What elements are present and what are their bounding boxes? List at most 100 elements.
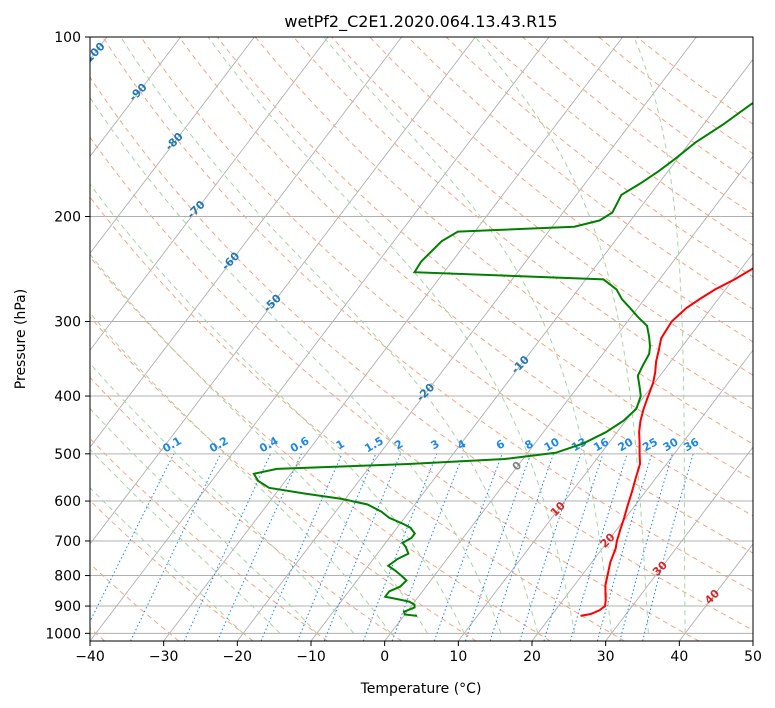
dry-adiabat-line <box>369 37 753 343</box>
moist-adiabat-line <box>90 407 318 634</box>
mixing-ratio-line <box>543 453 604 641</box>
y-tick-label: 900 <box>54 599 81 615</box>
x-tick-label: −30 <box>149 649 179 665</box>
isotherm-line <box>605 446 753 641</box>
x-tick-label: −10 <box>296 649 326 665</box>
dry-adiabat-line <box>90 316 477 641</box>
mixing-ratio-line <box>433 453 503 641</box>
moist-adiabat-line <box>90 253 428 634</box>
isotherm-line <box>163 37 624 641</box>
mixing-ratio-label: 0.2 <box>207 434 230 455</box>
dry-adiabat-line <box>102 37 753 592</box>
dry-adiabat-line <box>90 76 753 631</box>
chart-title: wetPf2_C2E1.2020.064.13.43.R15 <box>284 12 557 32</box>
x-tick-label: 10 <box>449 649 467 665</box>
sounding-traces <box>252 101 753 617</box>
dewpoint-trace <box>252 101 753 617</box>
dry-adiabat-label: -100 <box>79 40 108 69</box>
mixing-ratio-line <box>596 453 653 641</box>
x-tick-label: −40 <box>75 649 105 665</box>
dry-adiabat-line <box>636 37 753 125</box>
dry-adiabat-line <box>90 499 254 641</box>
y-tick-label: 600 <box>54 494 81 510</box>
y-tick-label: 100 <box>54 30 81 46</box>
dry-adiabat-label: -70 <box>185 198 208 221</box>
isotherm-line <box>90 37 403 448</box>
x-tick-label: 0 <box>380 649 389 665</box>
dry-adiabat-label: -80 <box>163 130 186 153</box>
isotherm-line <box>384 155 753 641</box>
x-axis-label: Temperature (°C) <box>360 681 482 697</box>
dry-adiabat-line <box>90 196 625 641</box>
y-tick-label: 200 <box>54 210 81 226</box>
y-tick-label: 1000 <box>45 626 81 642</box>
moist-adiabat-line <box>90 183 465 634</box>
isotherm-line <box>752 640 753 641</box>
dry-adiabat-label: -60 <box>219 249 242 272</box>
mixing-ratio-line <box>619 453 673 641</box>
mixing-ratio-line <box>260 453 343 641</box>
isotherm-line <box>90 37 255 255</box>
dry-adiabat-label: 10 <box>548 499 568 519</box>
mixing-ratio-label: 2 <box>392 437 405 452</box>
mixing-ratio-line <box>569 453 628 641</box>
mixing-ratio-label: 0.6 <box>288 434 312 455</box>
isotherm-line <box>90 37 329 351</box>
mixing-ratio-label: 4 <box>455 437 468 452</box>
mixing-ratio-label: 0.4 <box>257 434 281 455</box>
x-tick-label: 40 <box>670 649 688 665</box>
mixing-ratio-label: 30 <box>661 435 681 454</box>
isotherm-line <box>90 37 476 545</box>
moist-adiabat-line <box>120 37 539 634</box>
dry-adiabat-label: -20 <box>414 381 437 404</box>
mixing-ratio-label: 25 <box>640 435 660 454</box>
dry-adiabat-line <box>90 563 180 641</box>
mixing-ratio-label: 1.5 <box>362 434 385 455</box>
moist-adiabat-line <box>90 487 244 634</box>
mixing-ratio-line <box>519 453 582 641</box>
background-lines <box>90 37 753 641</box>
y-tick-label: 400 <box>54 389 81 405</box>
x-tick-label: 50 <box>744 649 762 665</box>
plot-frame <box>89 36 754 642</box>
mixing-ratio-line <box>297 453 377 641</box>
isotherm-line <box>310 58 753 641</box>
mixing-ratio-label: 1 <box>334 437 347 452</box>
isotherm-line <box>531 349 753 641</box>
moist-adiabat-line <box>474 37 649 634</box>
moist-adiabat-line <box>323 37 612 634</box>
x-tick-label: 20 <box>523 649 541 665</box>
moist-adiabat-line <box>90 312 391 634</box>
dry-adiabat-line <box>331 37 753 376</box>
dry-adiabat-line <box>178 37 753 517</box>
dry-adiabat-label: 40 <box>702 587 722 607</box>
dry-adiabat-line <box>445 37 753 278</box>
dry-adiabat-line <box>90 376 402 641</box>
dry-adiabat-line <box>407 37 753 310</box>
dry-adiabat-label: -10 <box>509 353 532 376</box>
mixing-ratio-label: 3 <box>428 437 441 452</box>
moist-adiabat-line <box>90 362 355 634</box>
mixing-ratio-line <box>130 453 222 641</box>
y-axis-label: Pressure (hPa) <box>13 289 29 389</box>
mixing-ratio-line <box>90 453 175 623</box>
temperature-trace <box>580 267 753 617</box>
x-tick-label: 30 <box>597 649 615 665</box>
dry-adiabat-label: -50 <box>261 291 284 314</box>
y-tick-label: 800 <box>54 569 81 585</box>
dry-adiabat-line <box>90 136 700 641</box>
isotherm-line <box>678 543 753 641</box>
mixing-ratio-line <box>391 453 464 641</box>
isotherm-line <box>90 37 182 158</box>
mixing-ratio-line <box>216 453 302 641</box>
mixing-ratio-label: 6 <box>494 437 507 452</box>
isotherm-line <box>457 252 753 641</box>
axes: −40 −30 −20 −10 0 10 20 30 40 5010020030040050060… <box>45 30 762 665</box>
dry-adiabat-label: 0 <box>510 459 525 474</box>
y-tick-label: 700 <box>54 534 81 550</box>
dry-adiabat-line <box>90 256 551 641</box>
y-tick-label: 500 <box>54 447 81 463</box>
mixing-ratio-line <box>464 453 532 641</box>
x-tick-label: −20 <box>223 649 253 665</box>
